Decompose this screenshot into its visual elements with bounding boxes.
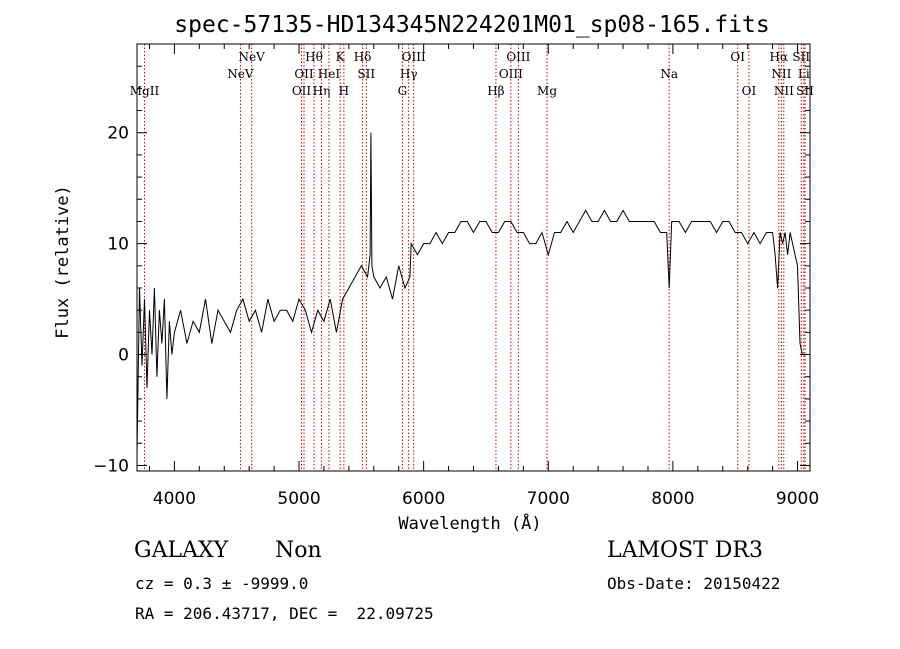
x-tick-label: 6000: [402, 489, 445, 509]
x-axis-label: Wavelength (Å): [398, 512, 541, 534]
line-label-NeV: NeV: [239, 50, 266, 64]
y-tick-label: 0: [118, 346, 129, 366]
line-label-Hη: Hη: [313, 84, 331, 98]
line-label-Na: Na: [660, 67, 678, 81]
line-label-OII: OII: [292, 84, 312, 98]
line-label-NeV: NeV: [227, 67, 254, 81]
x-tick-label: 5000: [277, 489, 320, 509]
line-label-OI: OI: [742, 84, 757, 98]
line-label-NII: NII: [771, 67, 791, 81]
coordinates: RA = 206.43717, DEC = 22.09725: [135, 604, 434, 623]
observation-date: Obs-Date: 20150422: [607, 574, 781, 593]
line-label-Hγ: Hγ: [400, 67, 418, 81]
line-label-G: G: [398, 84, 408, 98]
line-label-MgII: MgII: [130, 84, 160, 98]
line-label-OIII: OIII: [499, 67, 523, 81]
object-class: GALAXY: [134, 538, 229, 563]
x-tick-label: 7000: [527, 489, 570, 509]
spectrum-chart: spec-57135-HD134345N224201M01_sp08-165.f…: [53, 12, 819, 534]
axis-tick-labels: 4000 5000 6000 7000 8000 9000 −10 0 10 20: [93, 124, 819, 509]
line-label-NII: NII: [774, 84, 794, 98]
x-tick-label: 8000: [651, 489, 694, 509]
line-label-Hθ: Hθ: [305, 50, 323, 64]
line-label-HeI: HeI: [318, 67, 341, 81]
line-label-Hα: Hα: [770, 50, 789, 64]
line-label-SII: SII: [357, 67, 375, 81]
object-subclass: Non: [275, 538, 322, 563]
x-tick-label: 4000: [153, 489, 196, 509]
axis-ticks: [137, 44, 810, 471]
line-label-Li: Li: [798, 67, 810, 81]
redshift-line: cz = 0.3 ± -9999.0: [135, 574, 309, 593]
line-label-K: K: [336, 50, 346, 64]
line-label-OIII: OIII: [506, 50, 530, 64]
line-label-Mg: Mg: [537, 84, 557, 98]
x-tick-label: 9000: [776, 489, 819, 509]
line-label-SII: SII: [796, 84, 814, 98]
line-label-OII: OII: [294, 67, 314, 81]
y-tick-label: 10: [107, 235, 129, 255]
line-label-Hδ: Hδ: [354, 50, 372, 64]
emission-line-markers: [143, 44, 806, 471]
line-label-OI: OI: [730, 50, 745, 64]
chart-title: spec-57135-HD134345N224201M01_sp08-165.f…: [174, 12, 769, 38]
survey-name: LAMOST DR3: [607, 538, 763, 563]
emission-line-labels: MgII NeV NeV OII OII Hθ Hη HeI K H Hδ SII G Hγ OIII Hβ O…: [130, 50, 814, 98]
spectrum-series-line: [136, 132, 803, 455]
plot-frame: [136, 43, 811, 472]
line-label-Hβ: Hβ: [487, 84, 504, 98]
y-tick-label: −10: [93, 456, 129, 476]
y-axis-label: Flux (relative): [53, 185, 73, 339]
line-label-SII: SII: [792, 50, 810, 64]
line-label-H: H: [339, 84, 349, 98]
y-tick-label: 20: [107, 124, 129, 144]
line-label-OIII: OIII: [402, 50, 426, 64]
